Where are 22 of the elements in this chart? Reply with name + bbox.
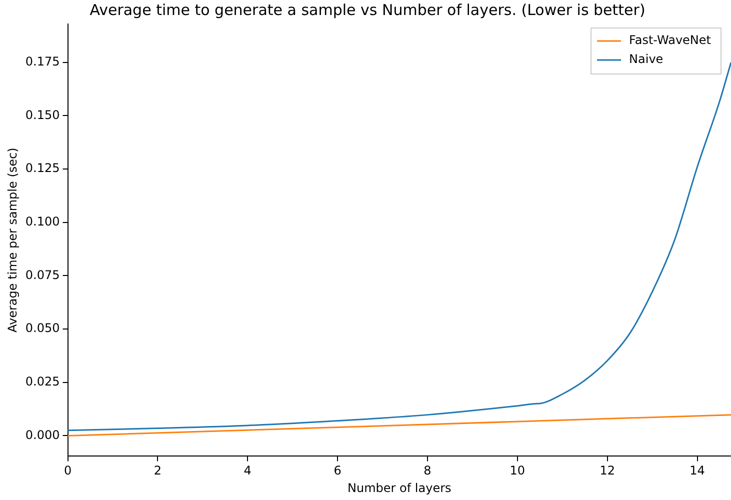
chart-title: Average time to generate a sample vs Number of layers. (Lower is better) bbox=[90, 0, 646, 19]
x-tick-label: 8 bbox=[424, 464, 432, 478]
y-tick-label: 0.000 bbox=[25, 428, 60, 442]
x-tick-label: 14 bbox=[690, 464, 705, 478]
x-tick-label: 10 bbox=[510, 464, 526, 478]
x-axis-title: Number of layers bbox=[347, 480, 452, 495]
x-tick-label: 12 bbox=[600, 464, 615, 478]
y-tick-label: 0.175 bbox=[25, 54, 60, 69]
y-tick-label: 0.025 bbox=[25, 374, 60, 389]
x-tick-label: 6 bbox=[334, 464, 342, 478]
line-series bbox=[68, 62, 731, 432]
x-tick-label: 4 bbox=[244, 464, 252, 478]
x-tick-label: 2 bbox=[154, 464, 162, 478]
y-tick-label: 0.125 bbox=[25, 161, 60, 176]
legend-label: Naive bbox=[629, 52, 664, 66]
y-tick-label: 0.050 bbox=[25, 321, 60, 336]
y-tick-label: 0.100 bbox=[25, 214, 60, 229]
x-tick-label: 0 bbox=[64, 464, 72, 478]
y-tick-label: 0.075 bbox=[25, 268, 60, 282]
y-tick-label: 0.150 bbox=[25, 108, 60, 122]
y-axis-title: Average time per sample (sec) bbox=[5, 148, 20, 333]
legend-label: Fast-WaveNet bbox=[629, 33, 712, 48]
